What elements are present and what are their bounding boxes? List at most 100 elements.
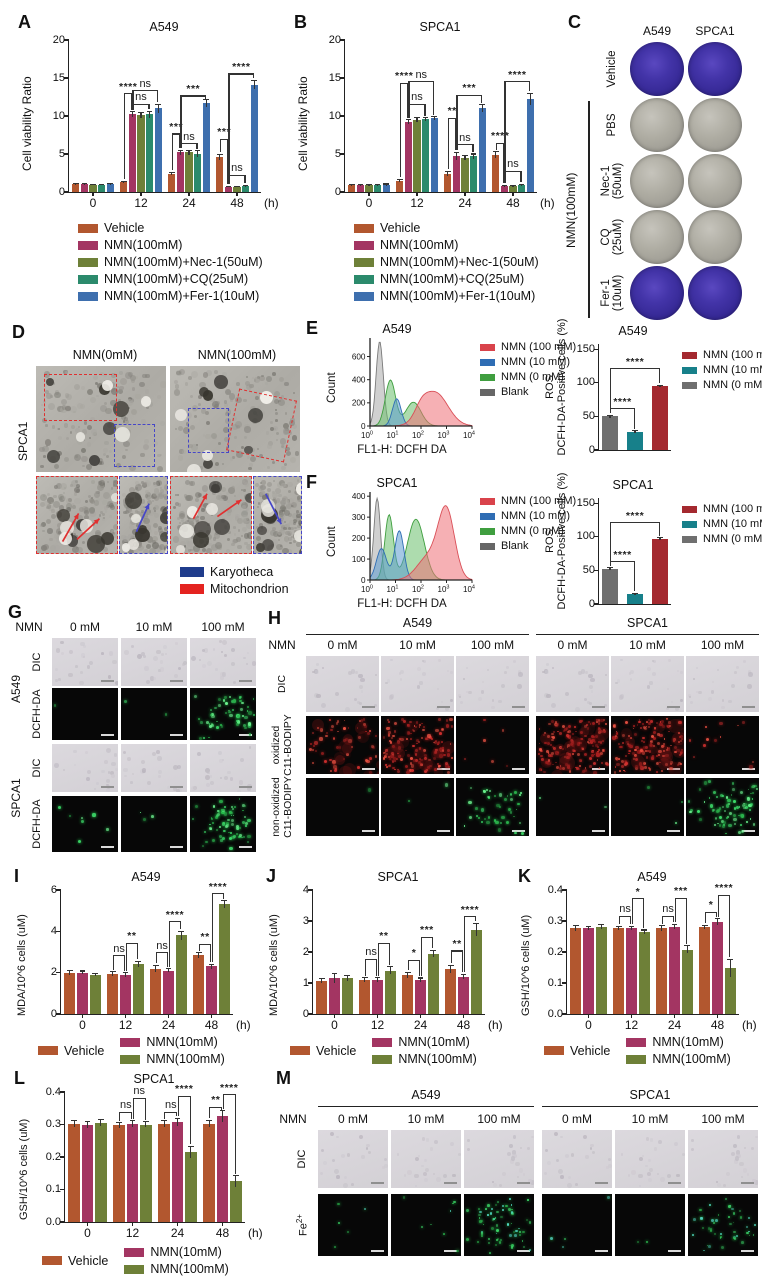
speck — [188, 443, 193, 449]
speck — [590, 734, 595, 738]
speck — [657, 741, 661, 745]
speck — [103, 759, 108, 764]
legend-label: NMN(100mM)+Fer-1(10uM) — [380, 289, 536, 303]
speck — [205, 502, 219, 516]
error-bar — [244, 185, 247, 187]
error-cap — [493, 151, 499, 153]
speck — [61, 398, 68, 405]
y-tick-label: 0 — [302, 1007, 309, 1020]
y-tick-label: 5 — [58, 147, 65, 160]
error-cap — [90, 183, 96, 185]
speck — [668, 720, 671, 724]
speck — [519, 1146, 523, 1150]
speck — [479, 1210, 482, 1214]
speck — [449, 717, 453, 721]
speck — [98, 379, 103, 384]
speck — [614, 766, 617, 768]
speck — [57, 806, 61, 810]
speck — [498, 793, 503, 797]
bar — [625, 928, 638, 1014]
sig-label: ns — [365, 946, 377, 959]
speck — [110, 529, 115, 534]
bar — [348, 185, 356, 192]
speck — [241, 510, 248, 518]
speck — [446, 670, 449, 673]
speck — [511, 1208, 513, 1211]
chart-title: SPCA1 — [133, 1072, 175, 1086]
speck — [196, 752, 201, 757]
speck — [191, 786, 197, 791]
speck — [635, 767, 639, 770]
error-bar — [94, 973, 96, 977]
legend-item: NMN(100mM)+CQ(25uM) — [78, 272, 263, 286]
speck — [66, 535, 79, 547]
speck — [588, 684, 594, 690]
speck — [653, 1147, 657, 1151]
speck — [393, 741, 404, 753]
speck — [187, 464, 201, 472]
speck — [486, 668, 489, 672]
speck — [665, 763, 668, 766]
error-bar — [180, 931, 182, 940]
y-tick-label: 20 — [328, 33, 341, 46]
speck — [261, 374, 264, 378]
speck — [491, 1218, 495, 1221]
speck — [382, 757, 386, 760]
legend-item: NMN(100mM)+Nec-1(50uM) — [354, 255, 539, 269]
dose-header: 0 mM — [562, 1112, 592, 1126]
legend-col-left: Vehicle — [290, 1041, 356, 1061]
speck — [731, 1207, 734, 1211]
speck — [235, 833, 238, 836]
speck — [680, 726, 684, 736]
x-tick — [376, 1014, 379, 1018]
error-bar — [145, 1121, 147, 1128]
speck — [423, 754, 427, 758]
speck — [703, 781, 707, 785]
speck — [645, 720, 648, 723]
speck — [114, 681, 118, 686]
scale-bar — [667, 768, 680, 770]
bar — [203, 1123, 216, 1222]
scale-bar — [517, 1182, 530, 1184]
speck — [355, 722, 367, 734]
speck — [136, 487, 139, 490]
speck — [334, 1246, 337, 1248]
arrow-overlay — [61, 513, 100, 543]
sig-bracket-leg — [119, 1111, 121, 1121]
y-tick-label: 20 — [52, 33, 65, 46]
legend-label: NMN(100mM)+Nec-1(50uM) — [104, 255, 263, 269]
speck — [112, 479, 117, 487]
speck — [707, 1227, 711, 1230]
speck — [724, 809, 726, 812]
sig-label: **** — [232, 60, 251, 73]
colony-plate — [688, 42, 742, 96]
dose-header: 0 mM — [557, 638, 588, 652]
scale-bar — [512, 830, 525, 832]
speck — [46, 377, 55, 386]
ferrous-iron-micrograph — [318, 1194, 388, 1256]
speck — [463, 824, 466, 827]
speck — [350, 669, 356, 675]
speck — [211, 490, 217, 496]
em-inset — [36, 476, 118, 554]
speck — [98, 461, 102, 465]
speck — [106, 787, 111, 792]
speck — [674, 821, 678, 825]
speck — [60, 406, 68, 414]
speck — [639, 747, 643, 751]
speck — [273, 425, 278, 431]
speck — [647, 1159, 651, 1163]
error-cap — [460, 973, 467, 975]
y-tick — [340, 191, 345, 193]
dashed-roi-box — [114, 424, 155, 467]
error-cap — [219, 1109, 226, 1112]
speck — [296, 513, 301, 518]
speck — [483, 718, 486, 721]
error-cap — [109, 971, 116, 973]
speck — [366, 1143, 370, 1148]
speck — [570, 1152, 575, 1157]
speck — [278, 528, 286, 535]
speck — [743, 659, 746, 663]
speck — [314, 670, 319, 675]
speck — [264, 522, 268, 526]
